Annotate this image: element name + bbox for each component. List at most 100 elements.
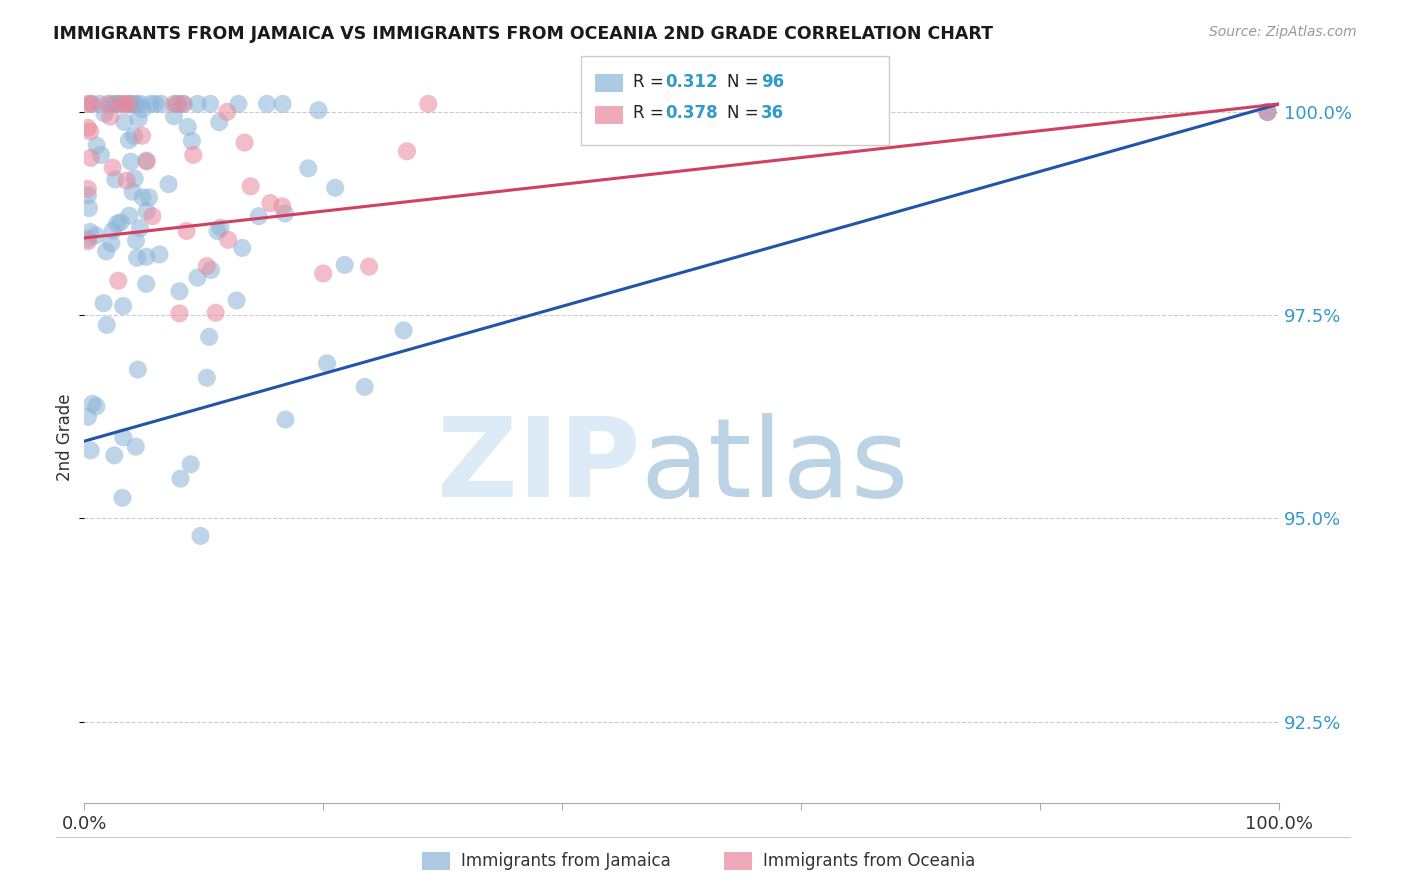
Point [131,103,153,117]
Point [114,115,136,129]
Point [104,96,127,111]
Point [353,380,375,394]
Point [96,318,118,332]
Point [80,151,103,165]
Point [198,330,221,344]
Point [312,267,335,281]
Point [107,274,129,288]
Point [207,224,229,238]
Point [129,96,152,111]
Point [131,190,153,204]
Point [167,96,190,111]
Point [131,128,153,143]
Point [231,241,253,255]
Point [177,120,200,134]
Point [157,177,180,191]
Point [274,206,297,220]
Point [86,138,108,153]
Point [145,96,167,111]
Point [333,258,356,272]
Point [101,161,124,175]
Point [128,112,150,126]
Point [169,472,191,486]
Point [97,96,120,111]
Point [105,217,128,231]
Point [118,209,141,223]
Point [139,96,162,111]
Point [77,409,100,424]
Point [141,209,163,223]
Text: Immigrants from Oceania: Immigrants from Oceania [763,852,976,870]
Point [169,306,191,320]
Point [228,96,250,111]
Point [125,234,148,248]
Point [84,228,107,243]
Point [100,236,122,251]
Point [135,204,157,219]
Point [166,96,188,111]
Point [271,199,294,213]
Y-axis label: 2nd Grade: 2nd Grade [56,393,75,481]
Point [125,440,148,454]
Point [418,96,440,111]
Point [112,430,135,444]
Point [110,96,132,111]
Point [89,96,111,111]
Point [93,106,115,120]
Point [195,370,218,384]
Point [79,225,101,239]
Point [274,412,297,426]
Point [111,491,134,505]
Point [112,299,135,313]
Point [80,96,103,111]
Point [195,259,218,273]
Point [297,161,319,176]
Point [79,443,101,458]
Point [169,284,191,298]
Point [357,260,380,274]
Text: N =: N = [727,73,763,91]
Text: atlas: atlas [640,413,908,520]
Point [125,96,148,111]
Point [163,96,186,111]
Point [77,96,100,111]
Point [208,115,231,129]
Point [115,174,138,188]
Point [90,148,112,162]
Point [217,233,239,247]
Point [127,362,149,376]
Point [217,104,239,119]
Point [114,96,136,111]
Text: ZIP: ZIP [437,413,640,520]
Point [77,232,100,246]
Point [135,277,157,291]
Text: 96: 96 [761,73,783,91]
Text: 36: 36 [761,104,783,122]
Point [200,96,222,111]
Point [104,96,127,111]
Point [163,109,186,123]
Point [122,128,145,143]
Point [77,188,100,202]
Point [239,179,262,194]
Point [233,136,256,150]
Point [308,103,330,118]
Point [172,96,194,111]
Point [316,356,339,370]
Point [77,182,100,196]
Point [186,270,208,285]
Point [135,154,157,169]
Point [120,154,142,169]
Point [120,96,142,111]
Point [1257,105,1279,120]
Point [104,172,127,186]
Point [256,96,278,111]
Point [110,215,132,229]
Point [135,250,157,264]
Text: Source: ZipAtlas.com: Source: ZipAtlas.com [1209,25,1357,39]
Point [108,96,131,111]
Point [100,96,122,111]
Point [124,171,146,186]
Point [77,201,100,215]
Point [98,110,121,124]
